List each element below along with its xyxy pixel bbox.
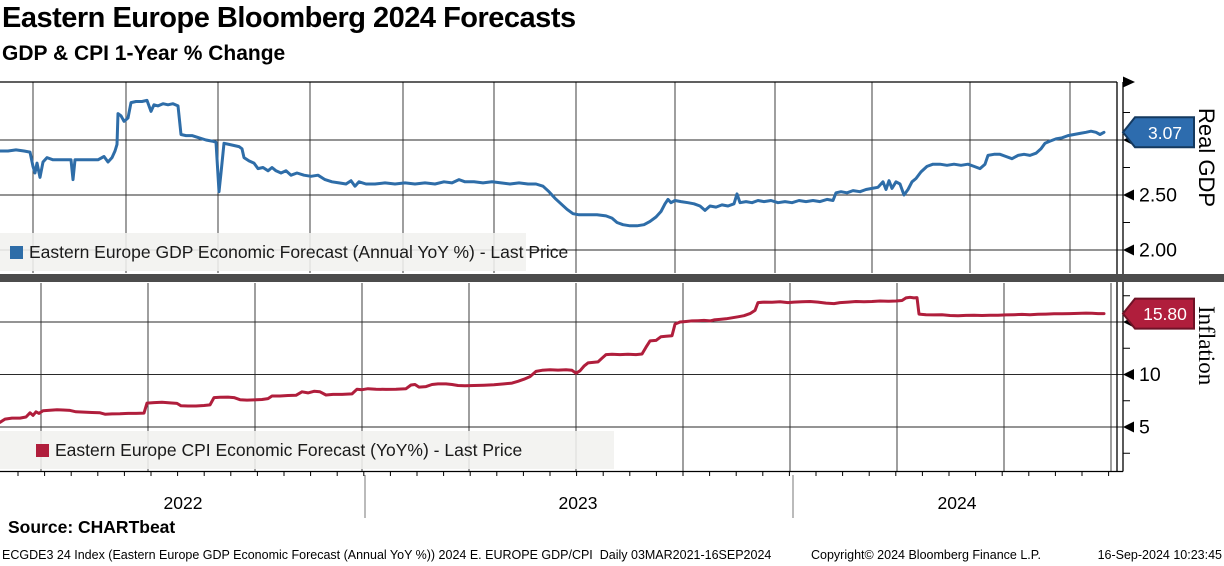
x-minor-ticks: [17, 471, 1110, 476]
y-tick-label: 5: [1139, 417, 1150, 439]
footer-copyright: Copyright© 2024 Bloomberg Finance L.P.: [811, 548, 1041, 562]
gdp-legend-swatch-icon: [10, 245, 23, 259]
cpi-legend-label: Eastern Europe CPI Economic Forecast (Yo…: [55, 439, 523, 460]
y-tick-arrow-icon: [1123, 421, 1134, 433]
cpi-last-price-tag: 15.80: [1121, 297, 1195, 330]
y-tick-arrow-icon: [1123, 244, 1134, 256]
footer: ECGDE3 24 Index (Eastern Europe GDP Econ…: [0, 548, 1224, 564]
gdp-legend-label: Eastern Europe GDP Economic Forecast (An…: [29, 241, 569, 262]
y-tick-arrow-icon: [1123, 369, 1134, 380]
cpi-legend-swatch-icon: [36, 443, 49, 457]
price-tag-shape: [1121, 116, 1195, 149]
x-axis-year-label: 2022: [164, 493, 203, 513]
footer-timestamp: 16-Sep-2024 10:23:45: [1097, 548, 1222, 562]
y-tick-label: 2.00: [1139, 240, 1177, 262]
gdp-axis-title: Real GDP: [1194, 108, 1219, 208]
gdp-last-price-tag: 3.07: [1121, 116, 1195, 149]
price-tag-value: 3.07: [1148, 123, 1182, 143]
gdp-series-line: [0, 98, 1106, 228]
cpi-legend: Eastern Europe CPI Economic Forecast (Yo…: [0, 431, 614, 469]
y-tick-label: 10: [1139, 364, 1161, 386]
y-tick-arrow-icon: [1123, 189, 1134, 201]
x-axis-year-label: 2023: [559, 493, 598, 513]
gridlines: [0, 82, 1123, 471]
y-tick-label: 2.50: [1139, 185, 1177, 207]
source-line: Source: CHARTbeat: [8, 517, 176, 537]
axis-arrow-icon: [1123, 76, 1135, 88]
page-subtitle: GDP & CPI 1-Year % Change: [2, 42, 286, 65]
gdp-legend: Eastern Europe GDP Economic Forecast (An…: [0, 233, 568, 271]
footer-ticker-text: ECGDE3 24 Index (Eastern Europe GDP Econ…: [2, 548, 772, 562]
price-tag-value: 15.80: [1143, 304, 1187, 324]
panel-separator: [0, 274, 1224, 282]
cpi-series-line: [0, 295, 1106, 424]
price-tag-shape: [1121, 297, 1195, 330]
x-axis-year-label: 2024: [938, 493, 977, 513]
cpi-axis-title: Inflation: [1194, 306, 1219, 386]
page-title: Eastern Europe Bloomberg 2024 Forecasts: [2, 2, 576, 34]
